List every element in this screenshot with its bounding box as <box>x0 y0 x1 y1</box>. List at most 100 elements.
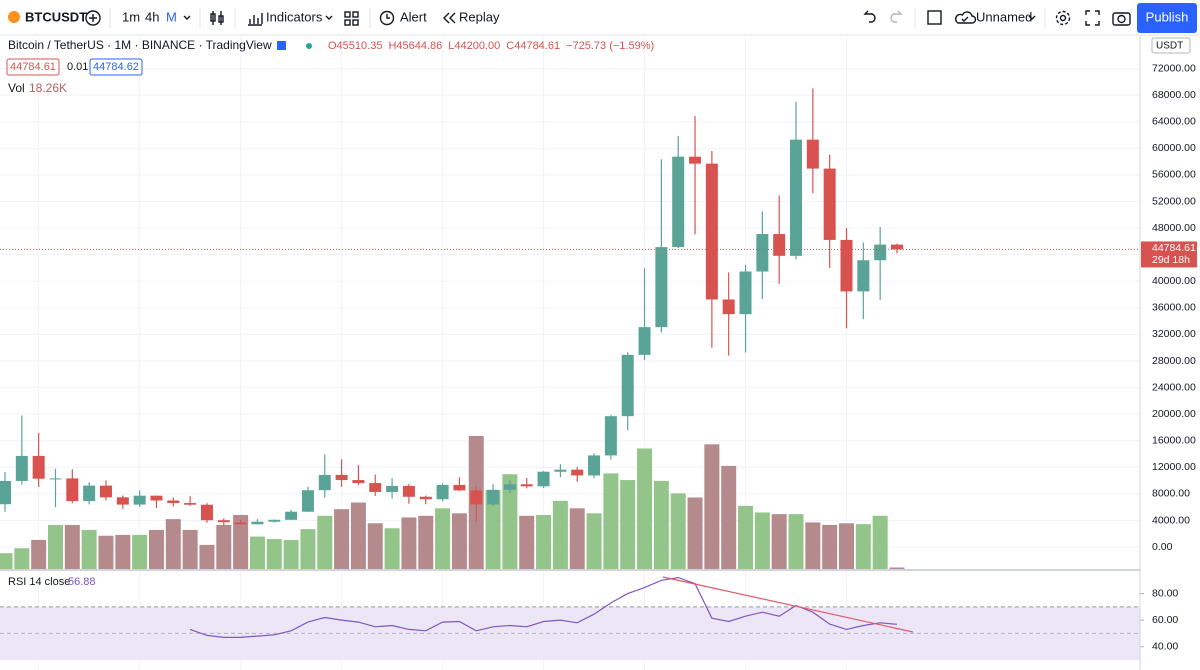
snapshot-icon <box>1117 14 1126 24</box>
candle-body <box>806 139 819 169</box>
templates-icon <box>352 11 359 18</box>
chart-type-icon <box>218 15 224 23</box>
y-tick-label: 16000.00 <box>1152 435 1196 447</box>
price-axis: 0.00 4000.00 8000.00 12000.00 16000.00 20000.… <box>1140 62 1197 652</box>
candle-body <box>335 474 348 481</box>
candle-body <box>672 156 685 248</box>
volume-bar <box>805 522 821 569</box>
y-tick-label: 68000.00 <box>1152 89 1196 101</box>
candle-body <box>503 484 516 490</box>
volume-bar <box>839 523 854 569</box>
compare-button[interactable] <box>85 10 101 26</box>
rsi-pane <box>0 576 1140 660</box>
candle-body <box>386 485 399 492</box>
candle-body <box>184 503 197 505</box>
volume-bar <box>721 465 737 569</box>
volume-bar <box>233 514 249 569</box>
publish-button[interactable] <box>1137 3 1197 33</box>
redo-button[interactable] <box>890 10 903 23</box>
alert-button[interactable]: Alert <box>400 9 427 24</box>
y-tick-label: 32000.00 <box>1152 328 1196 340</box>
spread: 0.01 <box>67 61 88 73</box>
replay-button[interactable]: Replay <box>459 9 500 24</box>
volume-bar <box>216 524 232 569</box>
volume-bar <box>64 524 80 569</box>
volume-bar <box>249 536 265 569</box>
volume-bar <box>367 523 383 569</box>
undo-button[interactable] <box>863 10 876 23</box>
layout-menu[interactable] <box>1028 15 1036 20</box>
flag-icon[interactable] <box>277 41 286 50</box>
interval-active[interactable]: M <box>166 9 177 24</box>
candle-body <box>840 239 853 292</box>
settings-button[interactable] <box>1055 10 1071 26</box>
symbol[interactable]: BTCUSDT <box>25 9 87 24</box>
indicators-icon <box>248 13 263 26</box>
volume-bar <box>283 539 299 569</box>
candle-body <box>15 455 28 481</box>
candle-body <box>487 489 500 505</box>
candle-body <box>739 271 752 315</box>
volume-bar <box>670 493 686 569</box>
candle-body <box>301 490 314 512</box>
ohlc-legend: O45510.35 H45644.86 L44200.00 C44784.61 −725… <box>328 40 654 52</box>
volume-bar <box>81 529 97 569</box>
y-tick-label: 52000.00 <box>1152 195 1196 207</box>
candles <box>0 88 1140 527</box>
candle-body <box>268 519 281 522</box>
candle-body <box>773 234 786 256</box>
volume-bar <box>788 514 804 569</box>
candle-body <box>200 504 213 521</box>
candle-body <box>655 247 668 328</box>
candle-body <box>705 163 718 300</box>
indicators-button[interactable]: Indicators <box>266 9 323 24</box>
volume-label: Vol <box>8 81 25 95</box>
rsi-tick-label: 40.00 <box>1152 640 1178 652</box>
candle-body <box>167 500 180 504</box>
cloud-check <box>961 16 969 22</box>
fullscreen-button[interactable] <box>1085 10 1100 26</box>
volume-bar <box>552 500 568 569</box>
indicators-menu[interactable] <box>325 15 333 20</box>
interval-menu[interactable] <box>183 15 191 20</box>
volume-bar <box>132 534 148 569</box>
volume-bar <box>569 508 585 569</box>
volume-bar <box>637 448 653 569</box>
volume-bar <box>620 480 636 569</box>
candle-body <box>150 495 163 501</box>
y-tick-label: 24000.00 <box>1152 381 1196 393</box>
bid-price: 44784.61 <box>10 61 56 73</box>
volume-bar <box>889 567 905 569</box>
volume-bar <box>165 519 181 569</box>
volume-bar <box>182 529 198 569</box>
settings-icon <box>1059 14 1067 22</box>
volume-bar <box>502 474 518 569</box>
volume-bar <box>754 512 770 569</box>
candle-body <box>49 478 62 480</box>
snapshot-button[interactable] <box>1112 12 1131 26</box>
y-tick-label: 20000.00 <box>1152 408 1196 420</box>
volume-bar <box>536 514 552 569</box>
volume-bar <box>872 515 888 569</box>
layout-button[interactable] <box>927 10 942 25</box>
volume-bar <box>451 513 467 569</box>
templates-button[interactable] <box>344 11 351 18</box>
currency-button[interactable] <box>1151 37 1191 54</box>
volume-bar <box>266 539 282 569</box>
interval[interactable]: 1m <box>122 9 140 24</box>
candle-body <box>756 234 769 272</box>
candle-body <box>722 299 735 315</box>
symbol-icon <box>8 11 20 23</box>
candle-body <box>890 244 903 250</box>
y-tick-label: 60000.00 <box>1152 142 1196 154</box>
layout-name[interactable]: Unnamed <box>976 9 1032 24</box>
publish-label: Publish <box>1146 9 1189 24</box>
interval[interactable]: 4h <box>145 9 159 24</box>
trend-line-drawing[interactable] <box>662 576 914 633</box>
candle-body <box>604 416 617 456</box>
cloud-icon <box>954 11 977 24</box>
candle-body <box>823 168 836 240</box>
alert-icon <box>379 10 395 26</box>
